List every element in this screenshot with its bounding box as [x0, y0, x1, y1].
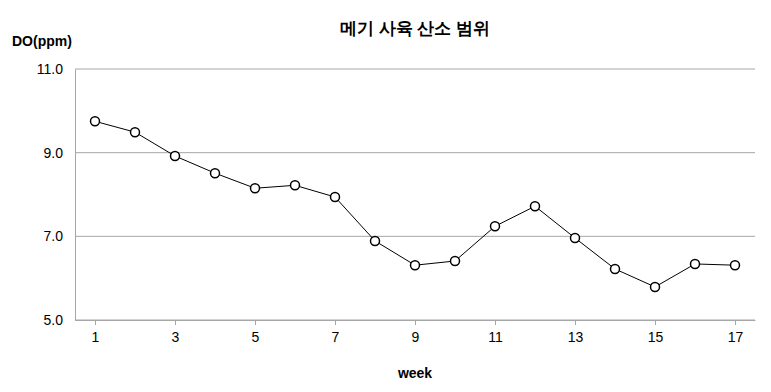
x-tick: 7	[332, 320, 340, 345]
marker	[371, 236, 380, 245]
y-tick: 5.0	[44, 312, 75, 328]
x-tick-mark	[575, 320, 576, 325]
title: 메기 사육 산소 범위	[340, 19, 490, 38]
y-tick: 7.0	[44, 228, 75, 244]
x-tick-mark	[95, 320, 96, 325]
x-tick-label: 15	[648, 329, 664, 345]
marker	[291, 181, 300, 190]
chart: 메기 사육 산소 범위DO(ppm)week5.07.09.011.013579…	[0, 0, 771, 392]
x-tick-mark	[175, 320, 176, 325]
marker	[691, 259, 700, 268]
y-tick-label: 9.0	[44, 145, 64, 161]
y-tick-label: 11.0	[37, 61, 63, 77]
x-tick-mark	[735, 320, 736, 325]
grid-line	[75, 69, 755, 70]
marker	[611, 264, 620, 273]
x-tick-label: 3	[172, 329, 180, 345]
x-tick-label: 17	[728, 329, 744, 345]
y-axis: 5.0 7.0 9.0 11.0	[37, 61, 76, 328]
y-axis-line	[75, 70, 76, 321]
plot-area	[91, 117, 740, 292]
line	[95, 121, 735, 287]
x-tick: 17	[728, 320, 744, 345]
y-tick: 11.0	[37, 61, 75, 77]
x-tick: 11	[488, 320, 503, 345]
marker	[451, 257, 460, 266]
marker	[131, 128, 140, 137]
marker	[331, 193, 340, 202]
x-tick-mark	[255, 320, 256, 325]
x-tick-label: 9	[412, 329, 420, 345]
marker	[171, 152, 180, 161]
x-tick-label: 5	[252, 329, 260, 345]
marker	[531, 202, 540, 211]
x-tick: 5	[252, 320, 260, 345]
x-tick: 1	[92, 320, 100, 345]
x-tick-label: 7	[332, 329, 340, 345]
marker	[91, 117, 100, 126]
marker	[491, 222, 500, 231]
marker	[731, 261, 740, 270]
x-tick-mark	[335, 320, 336, 325]
marker	[571, 234, 580, 243]
y-tick-label: 5.0	[44, 312, 64, 328]
marker	[411, 261, 420, 270]
marker	[211, 169, 220, 178]
x-tick-label: 11	[488, 329, 503, 345]
x-tick: 13	[568, 320, 584, 345]
x-tick-mark	[415, 320, 416, 325]
marker	[651, 282, 660, 291]
x-tick: 9	[412, 320, 420, 345]
x-tick-label: 13	[568, 329, 584, 345]
x-axis: 1357911131517	[76, 320, 756, 345]
x-tick-mark	[495, 320, 496, 325]
x-tick: 15	[648, 320, 664, 345]
y-tick-label: 7.0	[44, 228, 64, 244]
grid	[75, 69, 755, 320]
x-axis-title: week	[397, 365, 432, 381]
x-tick-label: 1	[92, 329, 100, 345]
marker	[251, 184, 260, 193]
x-tick-mark	[655, 320, 656, 325]
grid-line	[75, 236, 755, 237]
y-axis-title: DO(ppm)	[12, 33, 72, 49]
x-tick: 3	[172, 320, 180, 345]
y-tick: 9.0	[44, 145, 75, 161]
